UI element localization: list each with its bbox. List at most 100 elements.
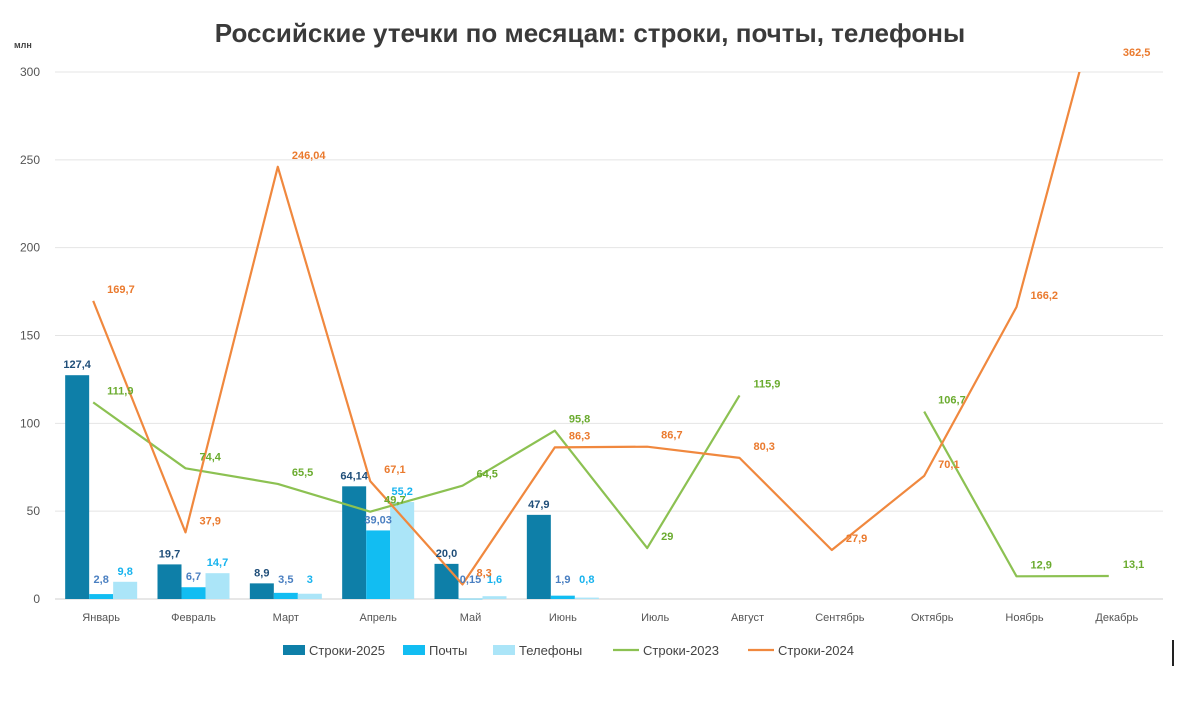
x-tick-label: Февраль — [171, 612, 216, 624]
line-data-label: 80,3 — [754, 441, 775, 453]
legend-swatch — [493, 645, 515, 655]
legend-item: Строки-2023 — [613, 643, 719, 658]
x-tick-label: Май — [460, 612, 482, 624]
line-series — [92, 72, 1109, 586]
bar-data-label: 0,15 — [460, 574, 481, 586]
line-data-label: 95,8 — [569, 414, 590, 426]
legend-swatch — [283, 645, 305, 655]
legend-item: Телефоны — [493, 643, 582, 658]
line-data-label: 74,4 — [200, 451, 222, 463]
x-tick-label: Октябрь — [911, 612, 954, 624]
y-tick-label: 50 — [27, 504, 41, 518]
line-data-label: 13,1 — [1123, 559, 1144, 571]
line-data-label: 86,7 — [661, 430, 682, 442]
bar-data-label: 8,9 — [254, 567, 269, 579]
bar — [89, 594, 114, 599]
x-tick-label: Март — [273, 612, 299, 624]
bar-series — [65, 375, 599, 600]
bar — [434, 563, 459, 599]
series-line — [92, 394, 1109, 578]
line-data-label: 29 — [661, 531, 673, 543]
line-data-label: 115,9 — [754, 378, 781, 390]
x-tick-label: Сентябрь — [815, 612, 865, 624]
legend-label: Почты — [429, 643, 467, 658]
bar — [273, 592, 298, 599]
line-data-label: 49,7 — [384, 495, 405, 507]
x-tick-label: Ноябрь — [1005, 612, 1043, 624]
line-data-label: 64,5 — [477, 469, 498, 481]
bar-data-label: 39,03 — [364, 514, 392, 526]
y-axis-ticks: 0 50 100 150 200 250 300 — [20, 65, 40, 606]
x-tick-label: Апрель — [360, 612, 398, 624]
line-data-label: 169,7 — [107, 284, 135, 296]
bar — [526, 514, 551, 599]
bar — [458, 598, 483, 600]
text-cursor — [1172, 640, 1174, 666]
y-tick-label: 300 — [20, 65, 40, 79]
line-data-label: 106,7 — [938, 395, 966, 407]
legend-swatch — [403, 645, 425, 655]
bar — [366, 530, 391, 599]
line-data-label: 111,9 — [107, 385, 133, 397]
line-data-label: 37,9 — [200, 515, 221, 527]
bar-data-label: 3 — [307, 574, 313, 586]
line-data-label: 27,9 — [846, 533, 867, 545]
x-tick-label: Декабрь — [1095, 612, 1138, 624]
bar-data-label: 20,0 — [436, 548, 457, 560]
gridlines — [55, 71, 1163, 600]
y-tick-label: 250 — [20, 153, 40, 167]
x-tick-label: Июль — [641, 612, 669, 624]
x-axis-ticks: Январь Февраль Март Апрель Май Июнь Июль Август… — [82, 612, 1138, 624]
bar — [181, 587, 206, 599]
bar — [157, 564, 182, 599]
legend-label: Строки-2025 — [309, 643, 385, 658]
bar — [65, 375, 90, 599]
bar-data-label: 6,7 — [186, 571, 201, 583]
bar-data-label: 2,8 — [94, 574, 109, 586]
data-labels: 127,4 19,7 8,9 64,14 20,0 47,9 2,8 6,7 3,5 39,03 0… — [63, 47, 1150, 586]
bar — [550, 595, 575, 599]
bar — [113, 581, 138, 599]
bar — [482, 596, 507, 599]
bar — [297, 593, 322, 599]
bar-data-label: 0,8 — [579, 574, 594, 586]
bar-data-label: 14,7 — [207, 557, 228, 569]
line-data-label: 166,2 — [1031, 290, 1059, 302]
legend-item: Строки-2024 — [748, 643, 854, 658]
legend-label: Строки-2023 — [643, 643, 719, 658]
bar — [574, 597, 599, 599]
y-tick-label: 150 — [20, 329, 40, 343]
bar-data-label: 3,5 — [278, 574, 293, 586]
bar-data-label: 1,9 — [555, 574, 570, 586]
line-data-label: 70,1 — [938, 459, 959, 471]
line-data-label: 12,9 — [1031, 559, 1052, 571]
line-data-label: 86,3 — [569, 430, 590, 442]
bar-data-label: 19,7 — [159, 548, 180, 560]
line-data-label: 362,5 — [1123, 47, 1151, 59]
bar-data-label: 1,6 — [487, 574, 502, 586]
y-unit-label: млн — [14, 40, 32, 50]
bar-data-label: 9,8 — [118, 566, 133, 578]
legend-item: Почты — [403, 643, 467, 658]
bar — [205, 573, 230, 599]
y-tick-label: 0 — [33, 592, 40, 606]
x-tick-label: Август — [731, 612, 764, 624]
legend-label: Телефоны — [519, 643, 582, 658]
line-data-label: 246,04 — [292, 150, 327, 162]
bar-data-label: 55,2 — [391, 486, 412, 498]
bar-data-label: 47,9 — [528, 499, 549, 511]
x-tick-label: Январь — [82, 612, 120, 624]
series-line — [92, 72, 1081, 586]
bar-data-label: 64,14 — [340, 470, 368, 482]
bar-data-label: 127,4 — [63, 359, 91, 371]
chart-title: Российские утечки по месяцам: строки, по… — [214, 18, 966, 48]
x-tick-label: Июнь — [549, 612, 577, 624]
line-data-label: 67,1 — [384, 464, 405, 476]
legend: Строки-2025 Почты Телефоны Строки-2023 Строк… — [283, 643, 854, 658]
y-tick-label: 200 — [20, 241, 40, 255]
legend-item: Строки-2025 — [283, 643, 385, 658]
line-data-label: 65,5 — [292, 467, 313, 479]
legend-label: Строки-2024 — [778, 643, 854, 658]
bar — [249, 583, 274, 599]
